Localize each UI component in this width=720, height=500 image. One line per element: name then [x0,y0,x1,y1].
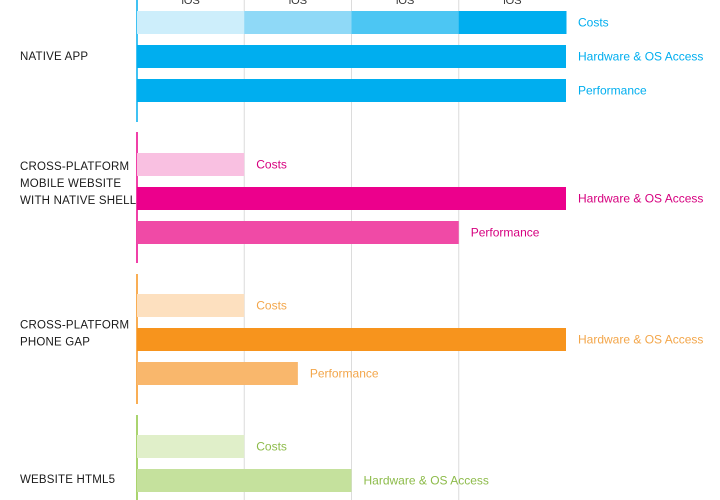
bar [137,153,245,176]
bar-label: Costs [256,440,287,454]
x-tick-label: iOS [181,0,199,7]
group-label: PHONE GAP [20,337,90,349]
bar-label: Costs [256,158,287,172]
bar-label: Costs [256,299,287,313]
bar-label: Performance [471,226,540,240]
bar-label: Performance [310,367,379,381]
bar-label: Hardware & OS Access [578,333,703,347]
group-label: CROSS-PLATFORM [20,161,129,173]
x-tick-label: iOS [289,0,307,7]
bar-label: Hardware & OS Access [364,474,489,488]
grid-lines [243,0,460,500]
bars [137,11,567,492]
bar [137,45,566,68]
bar [137,221,459,244]
bar [137,294,245,317]
bar [137,362,298,385]
bar-label: Hardware & OS Access [578,50,703,64]
bar-segment [137,11,245,34]
group-label: CROSS-PLATFORM [20,320,129,332]
bar [137,469,352,492]
bar [137,187,566,210]
group-label: WITH NATIVE SHELL [20,195,137,207]
bar-segment [244,11,352,34]
x-tick-label: iOS [503,0,521,7]
bar-segment [458,11,567,34]
bar-labels: Costs Hardware & OS Access Performance Cost… [256,16,703,488]
bar-segment [351,11,460,34]
bar [137,328,566,351]
x-tick-label: iOS [396,0,414,7]
bar-label: Performance [578,84,647,98]
group-labels: NATIVE APP CROSS-PLATFORM MOBILE WEBSITE WI… [20,51,137,486]
bar [137,435,245,458]
group-label: MOBILE WEBSITE [20,178,121,190]
bar-label: Hardware & OS Access [578,192,703,206]
group-label: NATIVE APP [20,51,88,63]
bar-label: Costs [578,16,609,30]
bar [137,79,566,102]
group-label: WEBSITE HTML5 [20,474,115,486]
x-tick-labels: iOS iOS iOS iOS [181,0,521,7]
